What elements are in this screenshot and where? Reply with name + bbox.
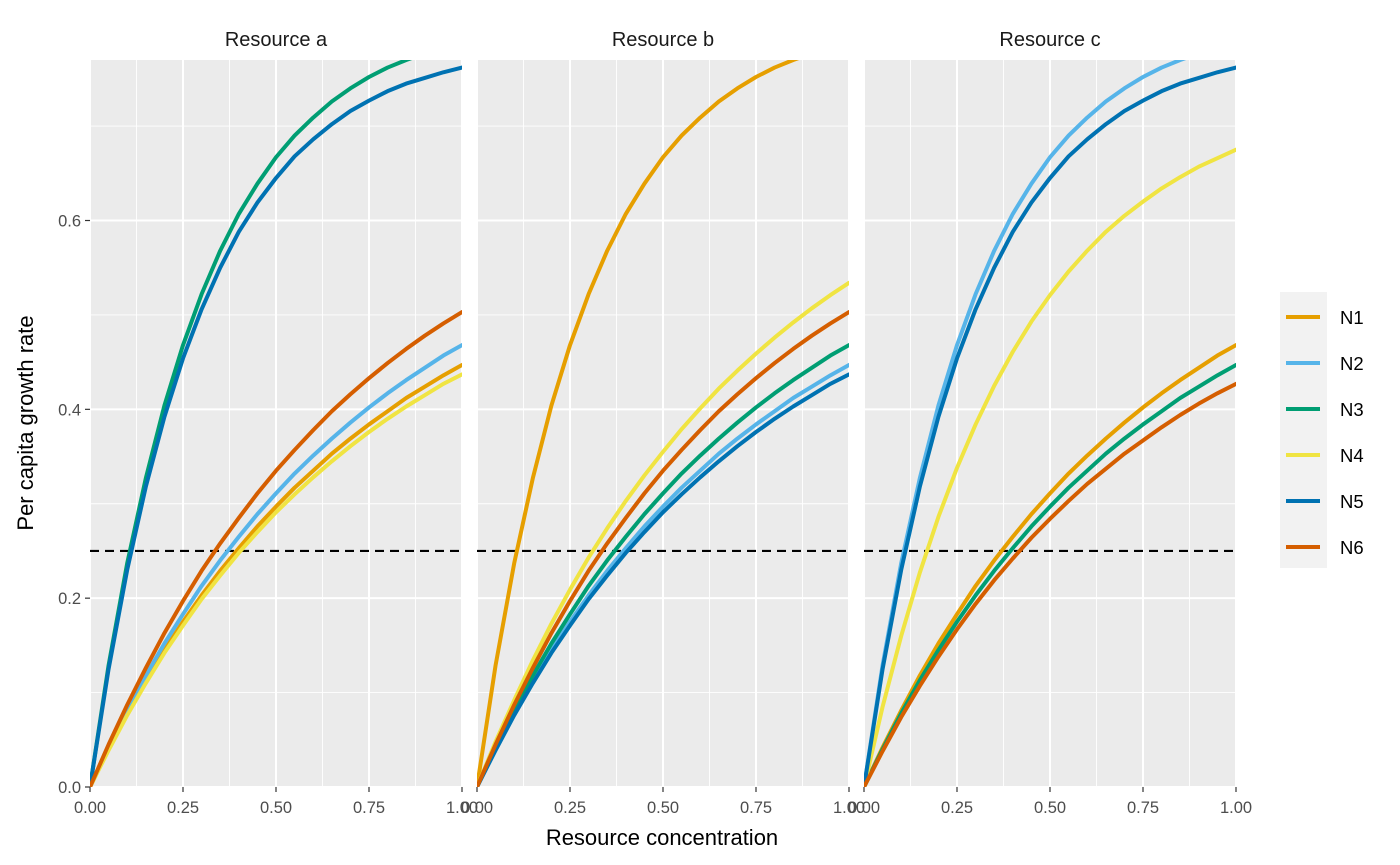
series-line-n2 [90, 343, 462, 787]
legend-label: N2 [1340, 353, 1364, 374]
x-axis: 0.00 0.25 0.50 0.75 1.00 [461, 787, 865, 817]
x-tick-label: 0.50 [260, 799, 292, 817]
y-axis: 0.0 0.2 0.4 0.6 [58, 213, 90, 797]
x-tick-label: 0.25 [554, 799, 586, 817]
panel-1: Resource b 0.00 0.25 0.50 0.75 1.00 [461, 29, 865, 817]
panel-title: Resource c [999, 29, 1100, 51]
series-line-n5 [90, 65, 462, 787]
series-line-n4 [477, 280, 849, 787]
panel-title: Resource b [612, 29, 714, 51]
series-line-n6 [477, 310, 849, 787]
series-line-n2 [864, 60, 1187, 787]
x-tick-label: 0.50 [647, 799, 679, 817]
series-line-n1 [477, 60, 800, 787]
x-tick-label: 1.00 [833, 799, 865, 817]
legend-key-background [1280, 292, 1327, 568]
legend-label: N5 [1340, 491, 1364, 512]
legend-item-n2: N2 [1286, 353, 1364, 374]
x-tick-label: 0.00 [74, 799, 106, 817]
y-tick-label: 0.6 [58, 213, 81, 231]
series-lines [477, 60, 849, 787]
x-tick-label: 0.75 [740, 799, 772, 817]
legend-item-n6: N6 [1286, 537, 1364, 558]
series-line-n5 [864, 65, 1236, 787]
series-line-n1 [864, 343, 1236, 787]
y-tick-label: 0.4 [58, 401, 81, 419]
series-line-n3 [90, 60, 413, 787]
panel-2: Resource c 0.00 0.25 0.50 0.75 1.00 [848, 29, 1252, 817]
x-tick-label: 0.75 [353, 799, 385, 817]
y-tick-label: 0.0 [58, 779, 81, 797]
x-tick-label: 1.00 [1220, 799, 1252, 817]
x-tick-label: 0.75 [1127, 799, 1159, 817]
y-tick-label: 0.2 [58, 590, 81, 608]
x-tick-label: 0.50 [1034, 799, 1066, 817]
x-axis: 0.00 0.25 0.50 0.75 1.00 [74, 787, 478, 817]
legend-item-n3: N3 [1286, 399, 1364, 420]
panel-title: Resource a [225, 29, 328, 51]
panel-0: Resource a 0.00 0.25 0.50 0.75 1.00 [74, 29, 478, 817]
x-tick-label: 0.25 [167, 799, 199, 817]
series-line-n4 [864, 147, 1236, 787]
legend-label: N6 [1340, 537, 1364, 558]
y-axis-title: Per capita growth rate [13, 315, 38, 530]
legend-item-n5: N5 [1286, 491, 1364, 512]
series-lines [90, 60, 462, 787]
gridlines [863, 60, 1237, 788]
series-line-n3 [477, 343, 849, 787]
series-line-n4 [90, 372, 462, 787]
series-line-n6 [864, 381, 1236, 787]
series-lines [864, 60, 1236, 787]
legend-label: N4 [1340, 445, 1364, 466]
legend-item-n4: N4 [1286, 445, 1364, 466]
x-axis-title: Resource concentration [546, 825, 778, 850]
legend-item-n1: N1 [1286, 307, 1364, 328]
legend: N1 N2 N3 N4 N5 N6 [1280, 292, 1364, 568]
series-line-n5 [477, 372, 849, 787]
x-tick-label: 0.25 [941, 799, 973, 817]
x-tick-label: 1.00 [446, 799, 478, 817]
series-line-n3 [864, 362, 1236, 787]
legend-label: N1 [1340, 307, 1364, 328]
x-axis: 0.00 0.25 0.50 0.75 1.00 [848, 787, 1252, 817]
legend-label: N3 [1340, 399, 1364, 420]
x-tick-label: 0.00 [848, 799, 880, 817]
x-tick-label: 0.00 [461, 799, 493, 817]
series-line-n6 [90, 310, 462, 787]
